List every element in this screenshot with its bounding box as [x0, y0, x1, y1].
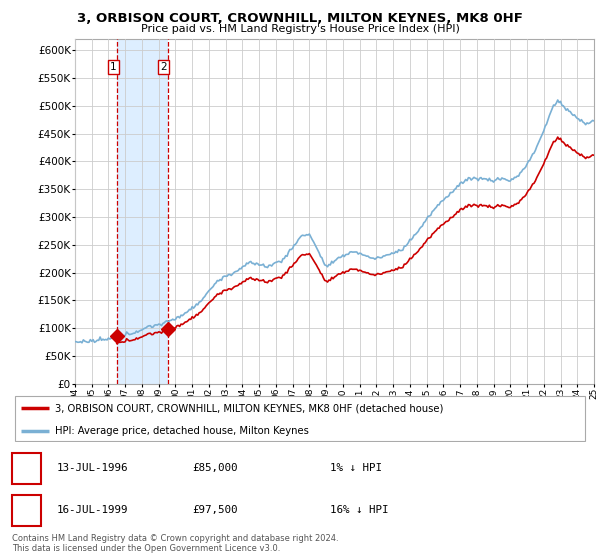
Text: Contains HM Land Registry data © Crown copyright and database right 2024.
This d: Contains HM Land Registry data © Crown c…: [12, 534, 338, 553]
Text: Price paid vs. HM Land Registry's House Price Index (HPI): Price paid vs. HM Land Registry's House …: [140, 24, 460, 34]
Text: £85,000: £85,000: [192, 463, 238, 473]
Bar: [118, 39, 167, 384]
Text: 3, ORBISON COURT, CROWNHILL, MILTON KEYNES, MK8 0HF (detached house): 3, ORBISON COURT, CROWNHILL, MILTON KEYN…: [55, 403, 443, 413]
Bar: [118, 39, 167, 384]
Text: £97,500: £97,500: [192, 505, 238, 515]
Text: 1: 1: [110, 62, 116, 72]
Text: 2: 2: [23, 505, 30, 515]
FancyBboxPatch shape: [15, 396, 585, 441]
Text: 3, ORBISON COURT, CROWNHILL, MILTON KEYNES, MK8 0HF: 3, ORBISON COURT, CROWNHILL, MILTON KEYN…: [77, 12, 523, 25]
Text: 2: 2: [160, 62, 167, 72]
Text: HPI: Average price, detached house, Milton Keynes: HPI: Average price, detached house, Milt…: [55, 426, 309, 436]
Text: 13-JUL-1996: 13-JUL-1996: [57, 463, 128, 473]
Text: 1% ↓ HPI: 1% ↓ HPI: [330, 463, 382, 473]
Text: 16% ↓ HPI: 16% ↓ HPI: [330, 505, 389, 515]
Text: 16-JUL-1999: 16-JUL-1999: [57, 505, 128, 515]
Text: 1: 1: [23, 463, 30, 473]
